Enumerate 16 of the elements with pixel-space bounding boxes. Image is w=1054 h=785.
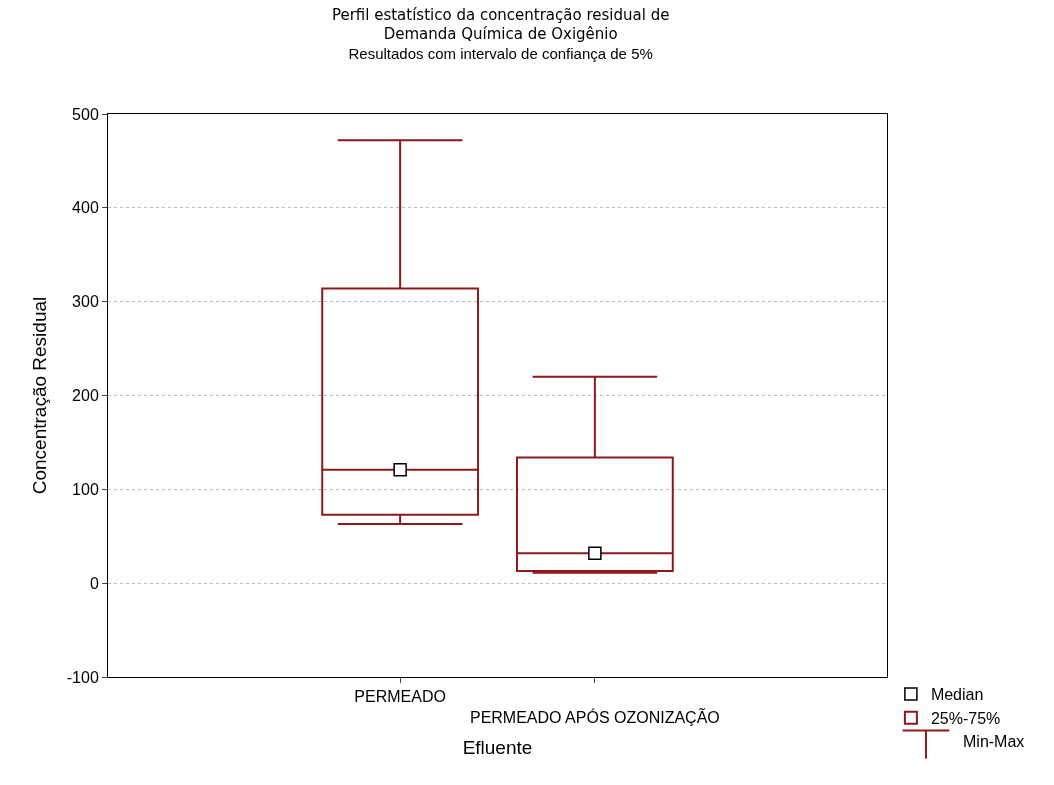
y-tick-label: 300 [72, 293, 99, 311]
y-tick-label: 400 [72, 199, 99, 217]
chart-subtitle: Resultados com intervalo de confiança de 5% [348, 44, 653, 62]
x-axis-title: Efluente [462, 736, 533, 758]
y-tick-label: 200 [72, 387, 99, 405]
y-tick-label: 100 [72, 480, 99, 498]
y-tick-label: -100 [66, 668, 99, 686]
text: Min-Max [963, 733, 1025, 750]
legend-label: 25%-75% [930, 709, 1001, 727]
chart-title: Perfil estatístico da concentração residual de Demanda Química de Oxigênio [331, 5, 670, 44]
legend-label: Median [930, 686, 984, 704]
y-tick-label: 0 [89, 574, 99, 592]
y-tick-label: 500 [72, 105, 99, 123]
x-tick-label: PERMEADO [354, 688, 446, 706]
y-axis-title: Concentração Residual [28, 296, 50, 495]
x-tick-label: PERMEADO APÓS OZONIZAÇÃO [469, 707, 720, 726]
